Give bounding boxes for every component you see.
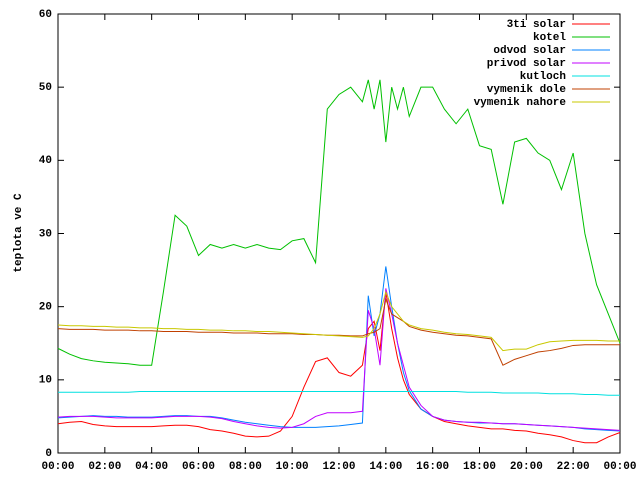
- x-tick-label: 10:00: [276, 461, 309, 473]
- legend-label: odvod solar: [493, 45, 566, 57]
- y-axis-label: teplota ve C: [13, 193, 25, 273]
- x-tick-label: 04:00: [135, 461, 168, 473]
- series-line: [57, 297, 620, 366]
- x-tick-label: 12:00: [322, 461, 355, 473]
- legend-label: kotel: [533, 32, 566, 44]
- y-tick-label: 40: [39, 155, 52, 167]
- x-tick-label: 18:00: [463, 461, 496, 473]
- legend-label: 3ti solar: [507, 19, 566, 31]
- legend-label: vymenik nahore: [474, 97, 567, 109]
- x-tick-label: 14:00: [369, 461, 402, 473]
- series-line: [58, 391, 620, 396]
- legend-label: vymenik dole: [487, 84, 567, 96]
- series-line: [57, 79, 621, 366]
- y-tick-label: 60: [39, 9, 52, 21]
- x-tick-label: 02:00: [88, 461, 121, 473]
- x-tick-label: 06:00: [182, 461, 215, 473]
- series-line: [57, 290, 620, 352]
- series-line: [57, 266, 621, 432]
- x-tick-label: 20:00: [510, 461, 543, 473]
- x-tick-label: 08:00: [229, 461, 262, 473]
- x-tick-label: 16:00: [416, 461, 449, 473]
- x-tick-label: 22:00: [557, 461, 590, 473]
- series-line: [57, 291, 621, 444]
- y-tick-label: 50: [39, 82, 52, 94]
- x-tick-label: 00:00: [603, 461, 636, 473]
- x-tick-label: 00:00: [41, 461, 74, 473]
- legend-label: kutloch: [520, 71, 566, 83]
- legend-label: privod solar: [487, 58, 566, 70]
- y-tick-label: 30: [39, 228, 52, 240]
- series-line: [57, 288, 621, 431]
- y-tick-label: 0: [45, 448, 52, 460]
- y-tick-label: 10: [39, 375, 52, 387]
- y-tick-label: 20: [39, 302, 52, 314]
